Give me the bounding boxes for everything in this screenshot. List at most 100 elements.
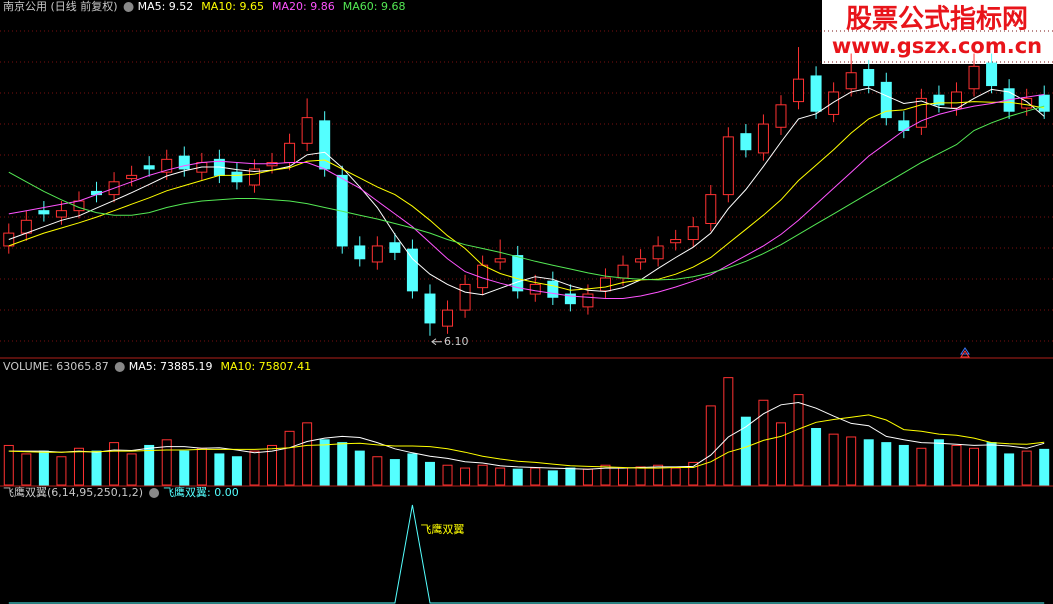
volume-bar: [231, 456, 242, 486]
legend-entry: MA5: 9.52: [138, 0, 194, 13]
legend-entry: MA60: 9.68: [343, 0, 406, 13]
volume-bar: [161, 439, 172, 486]
volume-bar: [775, 422, 786, 486]
ma-line: [8, 101, 1045, 291]
ma-line: [8, 94, 1045, 299]
legend-entry: 飞鹰双翼: 0.00: [163, 485, 239, 499]
candle-body: [494, 258, 506, 263]
volume-bar: [933, 439, 944, 486]
candle-body: [933, 94, 945, 106]
volume-bar: [846, 436, 857, 486]
candle-body: [161, 158, 173, 173]
volume-bar: [56, 456, 67, 486]
candle-body: [301, 117, 313, 144]
volume-bar: [811, 428, 822, 486]
volume-bar: [284, 430, 295, 486]
candle-body: [1038, 94, 1050, 112]
volume-bar: [109, 442, 120, 486]
candle-body: [845, 72, 857, 90]
candle-body: [38, 210, 50, 215]
candle-body: [687, 226, 699, 241]
volume-bar: [618, 467, 629, 486]
candle-body: [793, 78, 805, 103]
volume-bar: [372, 456, 383, 486]
candle-body: [722, 136, 734, 196]
volume-bar: [530, 467, 541, 486]
volume-bar: [302, 422, 313, 486]
volume-bar: [986, 442, 997, 486]
candle-body: [143, 165, 155, 170]
legend-entry: MA10: 75807.41: [220, 360, 311, 373]
volume-bar: [477, 464, 488, 486]
menu-icon: [114, 362, 125, 372]
volume-bar: [1039, 448, 1050, 486]
candle-body: [3, 232, 15, 247]
volume-bar: [354, 450, 365, 486]
watermark-box: [822, 0, 1053, 64]
volume-bar: [249, 450, 260, 486]
volume-bar: [21, 453, 32, 486]
legend-entry: MA5: 73885.19: [129, 360, 213, 373]
volume-bar: [179, 450, 190, 486]
volume-bar: [600, 464, 611, 486]
candle-body: [968, 65, 980, 90]
candle-body: [950, 91, 962, 109]
volume-bar: [337, 442, 348, 486]
volume-bar: [723, 377, 734, 486]
candle-body: [424, 293, 436, 324]
volume-bar: [267, 444, 278, 486]
volume-bar: [407, 453, 418, 486]
candle-body: [564, 293, 576, 305]
volume-bar: [740, 416, 751, 486]
volume-bar: [319, 439, 330, 486]
candle-body: [880, 81, 892, 119]
legend-entry: MA10: 9.65: [201, 0, 264, 13]
panel-title: VOLUME: 63065.87: [3, 360, 109, 373]
volume-bar: [828, 433, 839, 486]
legend-entry: MA20: 9.86: [272, 0, 335, 13]
volume-bar: [881, 442, 892, 486]
volume-bar: [547, 470, 558, 486]
candle-body: [740, 133, 752, 151]
candle-body: [442, 309, 454, 327]
volume-bar: [389, 459, 400, 486]
indicator-line: [8, 504, 1045, 604]
candle-body: [284, 142, 296, 164]
candle-body: [986, 62, 998, 87]
candle-body: [529, 283, 541, 295]
candle-body: [231, 171, 243, 183]
volume-bar: [916, 447, 927, 486]
volume-bar: [214, 453, 225, 486]
candle-body: [775, 104, 787, 128]
candle-body: [20, 219, 32, 234]
indicator-label: 飞鹰双翼: [420, 522, 464, 536]
volume-ma-line: [8, 414, 1045, 469]
candle-body: [55, 210, 67, 218]
annotation-arrowhead: [431, 338, 437, 346]
annotation-label: 6.10: [444, 335, 469, 348]
volume-bar: [1021, 450, 1032, 486]
volume-bar: [3, 444, 14, 486]
volume-bar: [424, 461, 435, 486]
candle-body: [635, 258, 647, 263]
volume-bar: [951, 444, 962, 486]
volume-bar: [1004, 453, 1015, 486]
candle-body: [915, 97, 927, 128]
volume-bar: [635, 466, 646, 486]
candle-body: [1021, 97, 1033, 109]
volume-bar: [670, 467, 681, 486]
candle-body: [599, 277, 611, 292]
volume-bar: [126, 453, 137, 486]
candle-body: [547, 280, 559, 298]
candle-body: [670, 239, 682, 244]
candle-body: [863, 69, 875, 87]
volume-bar: [442, 464, 453, 486]
candle-body: [178, 155, 190, 170]
volume-bar: [512, 468, 523, 486]
volume-bar: [705, 405, 716, 486]
candle-body: [582, 293, 594, 308]
menu-icon: [123, 2, 134, 12]
volume-bar: [582, 468, 593, 486]
